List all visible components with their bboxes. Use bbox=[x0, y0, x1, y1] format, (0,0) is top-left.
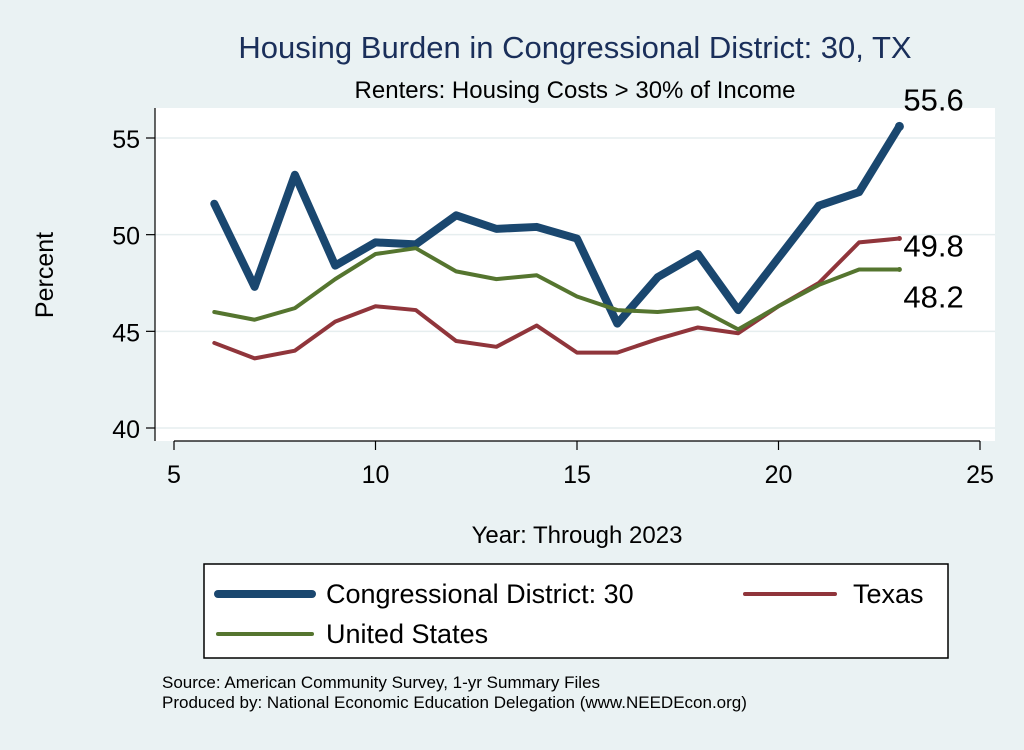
x-tick-label: 15 bbox=[563, 461, 591, 489]
chart-title: Housing Burden in Congressional District… bbox=[238, 30, 911, 65]
x-tick-label: 25 bbox=[966, 461, 994, 489]
x-axis-label: Year: Through 2023 bbox=[472, 522, 683, 549]
series-end-point-0 bbox=[894, 121, 904, 131]
footer-produced-by: Produced by: National Economic Education… bbox=[162, 693, 747, 712]
end-label-2: 48.2 bbox=[903, 279, 963, 314]
y-tick-label: 55 bbox=[112, 126, 140, 154]
y-tick-label: 50 bbox=[112, 223, 140, 251]
series-line-0 bbox=[210, 122, 904, 328]
y-tick-label: 45 bbox=[112, 319, 140, 347]
series-end-point-1 bbox=[896, 236, 902, 242]
plot-area bbox=[155, 108, 995, 441]
x-tick-label: 20 bbox=[765, 461, 793, 489]
end-labels: 55.6 49.8 48.2 bbox=[903, 82, 963, 314]
legend: Congressional District: 30 Texas United St… bbox=[203, 563, 949, 659]
x-tick-label: 5 bbox=[167, 461, 181, 489]
end-label-0: 55.6 bbox=[903, 82, 963, 117]
end-label-1: 49.8 bbox=[903, 229, 963, 264]
legend-box bbox=[203, 563, 949, 659]
series-line-2 bbox=[212, 246, 902, 332]
legend-label-2: United States bbox=[326, 619, 488, 649]
series-end-point-2 bbox=[896, 266, 902, 272]
y-tick-label: 40 bbox=[112, 416, 140, 444]
legend-label-0: Congressional District: 30 bbox=[326, 579, 634, 609]
legend-label-1: Texas bbox=[853, 579, 924, 609]
chart-subtitle: Renters: Housing Costs > 30% of Income bbox=[355, 77, 796, 104]
x-tick-label: 10 bbox=[362, 461, 390, 489]
series-lines bbox=[210, 121, 904, 361]
footer-source: Source: American Community Survey, 1-yr … bbox=[162, 673, 600, 692]
y-axis-label: Percent bbox=[31, 232, 59, 318]
